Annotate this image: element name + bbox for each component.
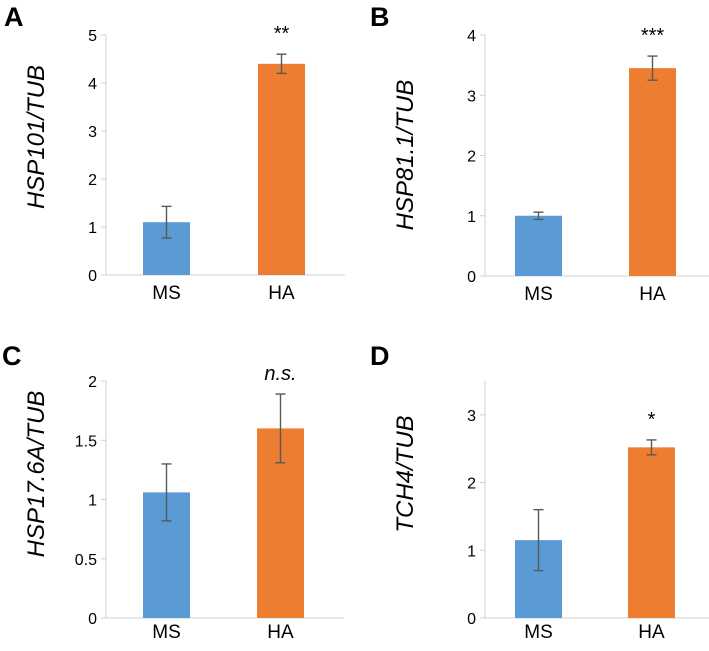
category-label: MS <box>152 283 181 304</box>
y-tick-label: 1 <box>467 209 476 226</box>
bar-ms <box>515 215 562 276</box>
category-label: HA <box>638 622 665 643</box>
category-label: HA <box>268 283 295 304</box>
chart-panel-b: B HSP81.1/TUB 0 1 2 3 4 MS HA *** <box>370 2 709 305</box>
bar-ha <box>628 447 675 618</box>
y-tick-label: 3 <box>88 124 97 141</box>
y-tick-label: 1 <box>88 220 97 237</box>
significance-label: n.s. <box>264 363 296 385</box>
y-tick-label: 2 <box>88 374 97 391</box>
panel-letter: A <box>4 2 24 32</box>
category-label: HA <box>267 622 294 643</box>
y-tick-label: 3 <box>467 408 476 425</box>
y-axis-label: HSP81.1/TUB <box>392 80 419 231</box>
y-tick-label: 1.5 <box>75 433 97 450</box>
significance-label: *** <box>641 25 665 47</box>
panel-letter: B <box>370 2 390 32</box>
y-axis-label: TCH4/TUB <box>392 415 419 532</box>
y-axis-label: HSP101/TUB <box>23 65 50 209</box>
chart-panel-a: A HSP101/TUB 0 1 2 3 4 5 MS HA ** <box>4 2 345 304</box>
category-label: MS <box>524 284 553 305</box>
y-tick-label: 0 <box>467 269 476 286</box>
significance-label: ** <box>274 23 290 45</box>
y-tick-label: 4 <box>467 28 476 45</box>
y-axis-label: HSP17.6A/TUB <box>23 391 50 558</box>
y-tick-label: 1 <box>467 543 476 560</box>
y-tick-label: 5 <box>88 28 97 45</box>
y-tick-label: 0 <box>467 611 476 628</box>
bar-ha <box>258 63 305 275</box>
category-label: HA <box>639 284 666 305</box>
panel-letter: C <box>2 341 22 371</box>
y-tick-label: 2 <box>467 149 476 166</box>
y-tick-label: 3 <box>467 88 476 105</box>
chart-panel-d: D TCH4/TUB 0 1 2 3 MS HA * <box>370 341 709 643</box>
y-tick-label: 2 <box>88 172 97 189</box>
category-label: MS <box>152 622 181 643</box>
category-label: MS <box>524 622 553 643</box>
y-tick-label: 1 <box>88 493 97 510</box>
y-tick-label: 0 <box>88 611 97 628</box>
y-tick-label: 0.5 <box>75 552 97 569</box>
y-tick-label: 4 <box>88 76 97 93</box>
y-tick-label: 2 <box>467 476 476 493</box>
bar-ha <box>629 68 676 276</box>
significance-label: * <box>648 409 656 431</box>
panel-letter: D <box>370 341 390 371</box>
y-tick-label: 0 <box>88 268 97 285</box>
